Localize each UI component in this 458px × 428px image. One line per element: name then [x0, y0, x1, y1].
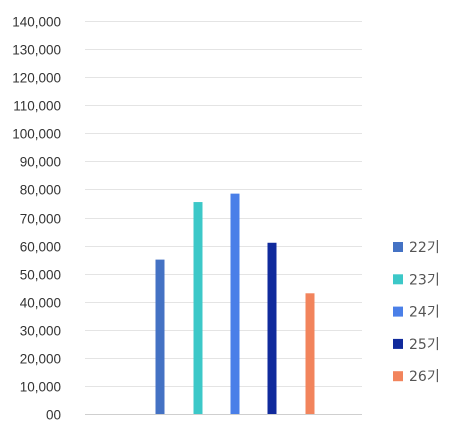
bar-4 — [267, 242, 277, 414]
legend-label: 22기 — [409, 240, 440, 256]
legend-label: 23기 — [409, 272, 440, 288]
legend-swatch — [393, 371, 403, 382]
y-tick-label: 20,000 — [20, 352, 61, 367]
y-tick-label: 120,000 — [12, 71, 61, 86]
bar-3 — [230, 193, 240, 414]
bar-2 — [193, 202, 203, 414]
y-tick-label: 70,000 — [20, 212, 61, 227]
gridlines — [85, 21, 362, 415]
legend-label: 24기 — [409, 305, 440, 321]
y-tick-label: 00 — [46, 408, 61, 423]
y-tick-label: 100,000 — [12, 127, 61, 142]
legend-swatch — [393, 274, 403, 285]
y-tick-label: 80,000 — [20, 183, 61, 198]
legend-label: 26기 — [409, 369, 440, 385]
y-tick-label: 140,000 — [12, 15, 61, 30]
y-tick-label: 110,000 — [13, 99, 61, 114]
legend-swatch — [393, 306, 403, 317]
bar-5 — [305, 293, 315, 414]
y-axis: 00 10,000 20,000 30,000 40,000 50,000 60,000 70… — [12, 15, 61, 423]
y-tick-label: 40,000 — [20, 296, 61, 311]
y-tick-label: 60,000 — [20, 240, 61, 255]
y-tick-label: 30,000 — [20, 324, 61, 339]
legend-swatch — [393, 242, 403, 252]
legend-label: 25기 — [409, 337, 440, 353]
y-tick-label: 130,000 — [12, 43, 61, 58]
y-tick-label: 90,000 — [20, 155, 61, 170]
bars — [155, 193, 315, 414]
legend-swatch — [393, 338, 403, 349]
legend: 22기 23기 24기 25기 26기 — [393, 240, 440, 385]
bar-1 — [155, 259, 165, 414]
y-tick-label: 50,000 — [20, 268, 61, 283]
y-tick-label: 10,000 — [20, 380, 61, 395]
